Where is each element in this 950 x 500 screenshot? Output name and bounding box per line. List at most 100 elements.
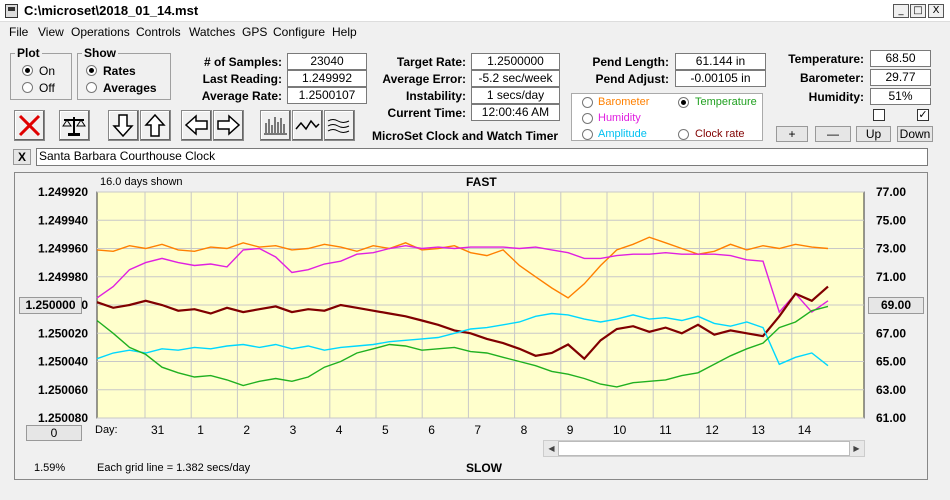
menu-bar: File View Operations Controls Watches GP… bbox=[0, 22, 950, 42]
left-tick-label: 1.249960 bbox=[38, 242, 88, 256]
plus-button[interactable]: + bbox=[776, 126, 808, 142]
humidity-field: 51% bbox=[870, 88, 931, 105]
center-temp-button[interactable]: 69.00 bbox=[868, 297, 924, 314]
clear-clock-button[interactable]: X bbox=[13, 149, 31, 165]
plot-off-radio[interactable] bbox=[22, 82, 33, 93]
x-tick-label: 6 bbox=[428, 423, 435, 437]
right-arrow-button[interactable] bbox=[213, 110, 244, 141]
samples-label: # of Samples: bbox=[203, 55, 282, 69]
chart-scrollbar[interactable]: ◀ ▶ bbox=[543, 440, 865, 457]
arrow-right-icon bbox=[217, 114, 241, 136]
left-tick-label: 1.250040 bbox=[38, 355, 88, 369]
pend-length-field[interactable]: 61.144 in bbox=[675, 53, 766, 70]
right-tick-label: 77.00 bbox=[876, 185, 906, 199]
down-button[interactable]: Down bbox=[897, 126, 933, 142]
x-tick-label: 13 bbox=[752, 423, 766, 437]
maximize-button[interactable]: □ bbox=[910, 4, 926, 18]
right-checkbox[interactable]: ✓ bbox=[917, 109, 929, 121]
menu-view[interactable]: View bbox=[38, 25, 64, 39]
plot-group: Plot bbox=[10, 46, 72, 100]
minus-button[interactable]: — bbox=[815, 126, 851, 142]
scroll-left-icon[interactable]: ◀ bbox=[548, 444, 555, 453]
up-button[interactable]: Up bbox=[856, 126, 891, 142]
sensor-amplitude-label: Amplitude bbox=[598, 128, 647, 140]
x-tick-label: 8 bbox=[521, 423, 528, 437]
series-line bbox=[96, 244, 829, 314]
down-arrow-button[interactable] bbox=[108, 110, 139, 141]
right-tick-label: 73.00 bbox=[876, 242, 906, 256]
sensor-clock-rate-radio[interactable] bbox=[678, 129, 689, 140]
x-tick-label: 1 bbox=[197, 423, 204, 437]
menu-operations[interactable]: Operations bbox=[71, 25, 130, 39]
last-reading-label: Last Reading: bbox=[202, 72, 282, 86]
series-line bbox=[96, 236, 829, 299]
bars-view-button[interactable] bbox=[260, 110, 291, 141]
show-averages-radio[interactable] bbox=[86, 82, 97, 93]
plot-on-label: On bbox=[39, 64, 56, 78]
x-tick-label: 31 bbox=[151, 423, 165, 437]
right-tick-label: 61.00 bbox=[876, 411, 906, 425]
x-tick-label: 12 bbox=[705, 423, 719, 437]
pend-length-label: Pend Length: bbox=[592, 55, 669, 69]
close-window-button[interactable]: X bbox=[928, 4, 944, 18]
menu-configure[interactable]: Configure bbox=[273, 25, 326, 39]
series-line bbox=[96, 305, 829, 388]
x-tick-label: 3 bbox=[290, 423, 297, 437]
stop-button[interactable] bbox=[14, 110, 45, 141]
target-rate-label: Target Rate: bbox=[396, 55, 466, 69]
pend-adjust-field[interactable]: -0.00105 in bbox=[675, 70, 766, 87]
right-tick-label: 71.00 bbox=[876, 270, 906, 284]
show-rates-radio[interactable] bbox=[86, 65, 97, 76]
left-tick-label: 1.249920 bbox=[38, 185, 88, 199]
bars-icon bbox=[264, 117, 287, 135]
day-label: Day: bbox=[95, 424, 118, 436]
right-tick-label: 63.00 bbox=[876, 383, 906, 397]
fast-label: FAST bbox=[466, 175, 497, 189]
sensor-selector bbox=[571, 93, 763, 141]
menu-watches[interactable]: Watches bbox=[189, 25, 236, 39]
zero-button[interactable]: 0 bbox=[26, 425, 82, 441]
percent-label: 1.59% bbox=[34, 462, 66, 474]
plot-group-title: Plot bbox=[17, 46, 40, 60]
clock-name-input[interactable]: Santa Barbara Courthouse Clock bbox=[36, 148, 928, 166]
sensor-barometer-radio[interactable] bbox=[582, 97, 593, 108]
arrow-left-icon bbox=[184, 114, 208, 136]
smooth-view-button[interactable] bbox=[324, 110, 355, 141]
arrow-down-icon bbox=[112, 114, 134, 138]
x-tick-label: 11 bbox=[659, 423, 672, 437]
balance-button[interactable] bbox=[59, 110, 90, 141]
target-rate-field[interactable]: 1.2500000 bbox=[471, 53, 560, 70]
line-view-button[interactable] bbox=[292, 110, 323, 141]
pend-adjust-label: Pend Adjust: bbox=[595, 72, 669, 86]
sensor-clock-rate-label: Clock rate bbox=[695, 128, 745, 140]
scroll-right-icon[interactable]: ▶ bbox=[853, 444, 860, 453]
sensor-temperature-radio[interactable] bbox=[678, 97, 689, 108]
sensor-temperature-label: Temperature bbox=[695, 96, 757, 108]
title-bar: C:\microset\2018_01_14.mst _ □ X bbox=[0, 0, 950, 22]
right-tick-label: 67.00 bbox=[876, 326, 906, 340]
menu-gps[interactable]: GPS bbox=[242, 25, 268, 39]
center-rate-button[interactable]: 1.250000 bbox=[19, 297, 82, 314]
menu-help[interactable]: Help bbox=[332, 25, 357, 39]
grid-note: Each grid line = 1.382 secs/day bbox=[97, 462, 251, 474]
wave-line-icon bbox=[295, 119, 320, 131]
sensor-amplitude-radio[interactable] bbox=[582, 129, 593, 140]
avg-error-label: Average Error: bbox=[382, 72, 466, 86]
menu-file[interactable]: File bbox=[9, 25, 29, 39]
app-name: MicroSet Clock and Watch Timer bbox=[372, 129, 559, 143]
scale-icon bbox=[62, 117, 86, 136]
left-tick-label: 1.250060 bbox=[38, 383, 88, 397]
minimize-button[interactable]: _ bbox=[893, 4, 909, 18]
humidity-label: Humidity: bbox=[808, 90, 864, 104]
barometer-label: Barometer: bbox=[799, 71, 864, 85]
left-arrow-button[interactable] bbox=[181, 110, 212, 141]
up-arrow-button[interactable] bbox=[140, 110, 171, 141]
x-tick-label: 4 bbox=[336, 423, 343, 437]
left-checkbox[interactable] bbox=[873, 109, 885, 121]
menu-controls[interactable]: Controls bbox=[136, 25, 181, 39]
scroll-thumb[interactable] bbox=[558, 441, 850, 456]
plot-on-radio[interactable] bbox=[22, 65, 33, 76]
avg-rate-field: 1.2500107 bbox=[287, 87, 367, 104]
sensor-humidity-radio[interactable] bbox=[582, 113, 593, 124]
avg-error-field: -5.2 sec/week bbox=[471, 70, 560, 87]
